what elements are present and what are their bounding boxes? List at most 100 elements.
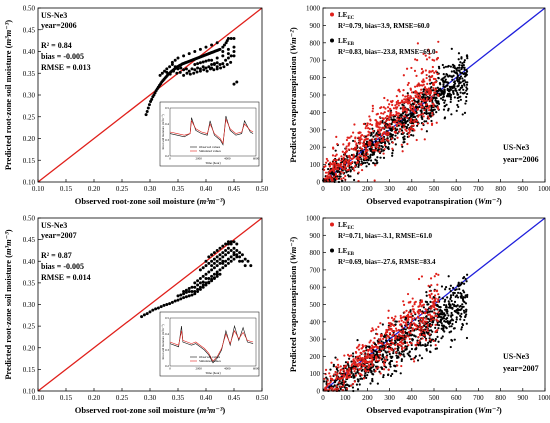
data-point [458,288,461,291]
data-point [433,302,436,305]
data-point [363,368,366,371]
data-point [348,166,351,169]
data-point [409,88,412,91]
data-point [371,380,374,383]
data-point [379,356,382,360]
data-point [387,316,390,319]
data-point [465,336,469,340]
data-point [466,87,469,91]
x-tick-label: 0.30 [144,185,157,193]
data-point [440,337,443,340]
data-point [420,100,423,103]
data-point [446,73,449,76]
data-point [362,140,366,143]
data-point [381,138,384,142]
data-point [434,344,437,347]
inset-x-tick-label: 4000 [224,367,231,371]
data-point [360,147,364,151]
data-point [201,60,205,64]
data-point [442,312,446,315]
data-point [215,56,219,60]
data-point [449,284,452,287]
x-tick-label: 400 [407,185,418,193]
data-point [360,134,364,137]
data-point [221,244,225,248]
series-1 [140,240,253,319]
data-point [442,95,445,98]
data-point [243,257,247,261]
data-point [332,166,335,169]
data-point [364,157,367,161]
data-point [406,123,410,126]
data-point [441,98,445,101]
data-point [425,73,428,77]
legend-label: LEEB [338,247,355,257]
data-point [371,151,374,154]
data-point [442,108,446,111]
data-point [173,58,177,62]
data-point [232,240,236,244]
data-point [465,54,469,57]
data-point [445,310,448,313]
data-point [349,162,352,165]
x-tick-label: 100 [340,185,351,193]
data-point [413,303,416,306]
data-point [452,327,456,330]
data-point [333,388,337,391]
data-point [366,122,369,125]
data-point [215,65,219,69]
data-point [193,292,197,296]
data-point [196,283,200,287]
data-point [375,137,378,141]
data-point [366,352,370,355]
data-point [414,94,417,97]
data-point [198,47,202,51]
data-point [368,140,371,143]
data-point [396,106,399,109]
data-point [341,169,344,172]
data-point [382,368,386,371]
inset-background [159,101,260,167]
data-point [350,147,353,150]
data-point [332,385,335,388]
data-point [198,67,202,71]
data-point [331,387,334,390]
data-point [347,357,351,360]
data-point [428,310,431,313]
data-point [406,142,409,146]
data-point [396,132,399,135]
data-point [347,364,350,367]
y-axis-label: Predicted evapotranspiration (Wm⁻²) [288,237,298,373]
data-point [436,106,439,109]
data-point [346,374,349,377]
data-point [463,59,466,62]
data-point [368,127,371,130]
data-point [390,122,393,125]
data-point [385,355,388,359]
data-point [411,122,415,125]
data-point [410,315,413,319]
data-point [437,298,440,301]
data-point [428,306,431,309]
x-tick-label: 700 [473,394,484,402]
bias-label: bias = -0.005 [41,52,84,61]
data-point [416,91,419,94]
data-point [381,117,384,120]
data-point [436,86,439,89]
data-point [376,333,379,336]
data-point [391,152,394,155]
inset-y-tick-label: 0.5 [165,316,169,320]
data-point [452,291,455,294]
data-point [349,373,352,376]
data-point [384,366,388,369]
data-point [388,115,391,119]
data-point [453,300,457,303]
data-point [394,130,398,134]
data-point [408,337,411,341]
data-point [432,104,435,108]
data-point [355,383,359,386]
data-point [376,161,379,164]
data-point [397,336,400,339]
data-point [347,142,350,145]
data-point [398,130,401,133]
